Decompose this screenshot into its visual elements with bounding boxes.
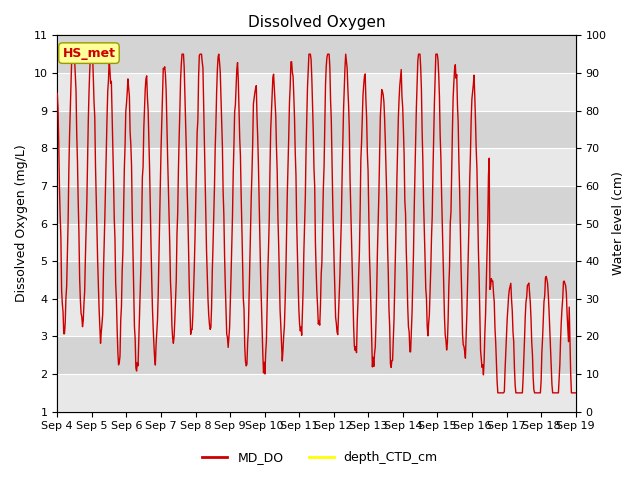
Bar bbox=[57, 186, 576, 224]
Bar bbox=[57, 261, 576, 299]
Bar bbox=[57, 336, 576, 374]
Text: HS_met: HS_met bbox=[63, 47, 115, 60]
Bar bbox=[57, 148, 576, 186]
Y-axis label: Dissolved Oxygen (mg/L): Dissolved Oxygen (mg/L) bbox=[15, 144, 28, 302]
Bar bbox=[57, 299, 576, 336]
Bar bbox=[57, 110, 576, 148]
Bar bbox=[57, 374, 576, 412]
Bar bbox=[57, 36, 576, 73]
Bar bbox=[57, 224, 576, 261]
Legend: MD_DO, depth_CTD_cm: MD_DO, depth_CTD_cm bbox=[197, 446, 443, 469]
Title: Dissolved Oxygen: Dissolved Oxygen bbox=[248, 15, 385, 30]
Y-axis label: Water level (cm): Water level (cm) bbox=[612, 171, 625, 276]
Bar bbox=[57, 73, 576, 110]
